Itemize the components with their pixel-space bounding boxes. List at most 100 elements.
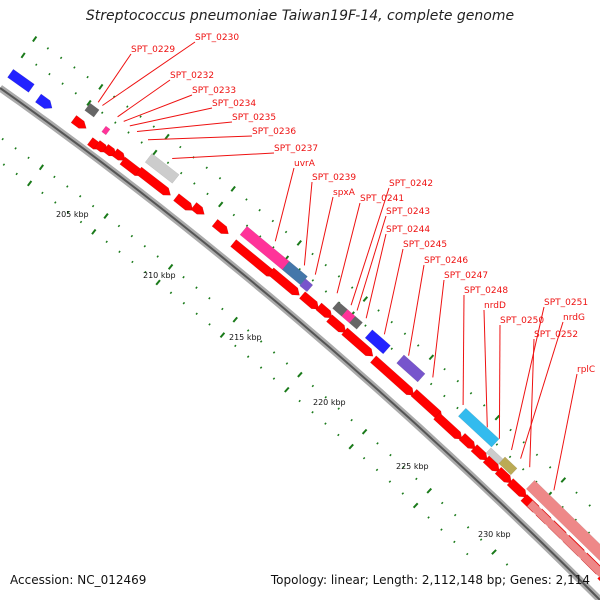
scale-tick <box>412 502 419 509</box>
scale-label: 225 kbp <box>396 462 429 471</box>
scale-tick <box>495 443 499 446</box>
gene-track <box>7 68 600 582</box>
scale-tick <box>440 528 443 531</box>
scale-tick <box>324 396 327 399</box>
label-leader-line <box>498 324 501 439</box>
scale-tick <box>73 66 76 69</box>
scale-label: 215 kbp <box>229 333 262 342</box>
scale-tick <box>453 513 457 517</box>
gene-red-0 <box>70 115 87 129</box>
scale-tick <box>208 323 211 326</box>
scale-tick <box>348 443 354 450</box>
gene-label-spt_0246: SPT_0246 <box>424 256 468 266</box>
scale-tick <box>403 332 407 335</box>
gene-red-6 <box>135 166 171 196</box>
scale-tick <box>466 526 470 529</box>
scale-tick <box>26 180 33 187</box>
scale-tick <box>311 252 314 256</box>
scale-tick <box>140 141 143 144</box>
gene-label-spt_0251: SPT_0251 <box>544 298 588 308</box>
scale-tick <box>155 279 161 286</box>
scale-tick <box>218 201 224 208</box>
scale-tick <box>91 204 95 208</box>
scale-tick <box>456 406 459 410</box>
scale-tick <box>246 329 250 332</box>
scale-tick <box>180 171 183 175</box>
scale-tick <box>350 418 353 422</box>
scale-tick <box>560 477 567 483</box>
scale-tick <box>466 552 469 556</box>
gene-label-spt_0241: SPT_0241 <box>360 194 404 204</box>
scale-tick <box>232 213 236 217</box>
scale-labels: 205 kbp 210 kbp 215 kbp 220 kbp 225 kbp 230 k… <box>56 210 511 539</box>
label-leader-line <box>336 202 361 294</box>
scale-tick <box>588 504 591 507</box>
scale-tick <box>38 164 45 171</box>
scale-tick <box>482 404 486 407</box>
label-leader-line <box>529 338 535 468</box>
scale-tick <box>509 428 512 432</box>
gene-label-spt_0229: SPT_0229 <box>131 45 175 55</box>
gene-red-23 <box>506 478 527 498</box>
scale-tick <box>508 455 512 459</box>
scale-tick <box>337 407 340 410</box>
scale-tick <box>402 465 405 469</box>
gene-label-spxa: spxA <box>333 188 356 198</box>
scale-tick <box>259 366 263 369</box>
scale-tick <box>429 382 433 386</box>
scale-tick <box>350 286 354 289</box>
scale-tick <box>208 297 211 300</box>
gene-red-15 <box>341 327 374 357</box>
scale-tick <box>193 182 196 185</box>
scale-tick <box>258 208 261 212</box>
scale-tick <box>179 145 182 149</box>
scale-tick <box>103 212 109 220</box>
scale-tick <box>272 377 276 380</box>
scale-tick <box>390 320 393 324</box>
scale-tick <box>182 275 185 279</box>
gene-violet <box>396 354 426 383</box>
scale-tick <box>505 563 509 566</box>
scale-tick <box>61 82 64 85</box>
scale-tick <box>443 394 446 398</box>
scale-tick <box>443 367 446 371</box>
gene-red-14 <box>326 314 347 333</box>
scale-tick <box>118 250 121 254</box>
scale-tick <box>86 75 89 79</box>
scale-tick <box>284 386 290 393</box>
gene-label-uvra: uvrA <box>294 159 316 169</box>
scale-tick <box>166 161 170 165</box>
scale-tick <box>54 201 57 204</box>
label-leader-line <box>102 41 196 106</box>
accession-text: Accession: NC_012469 <box>10 573 147 587</box>
scale-tick <box>205 166 208 169</box>
scale-tick <box>456 379 460 383</box>
scale-tick <box>311 411 314 414</box>
gene-label-rplc: rplC <box>577 365 595 375</box>
scale-tick <box>362 296 369 302</box>
gene-label-spt_0252: SPT_0252 <box>534 330 578 340</box>
scale-tick <box>79 220 83 224</box>
scale-tick <box>20 52 26 59</box>
gene-label-spt_0234: SPT_0234 <box>212 99 256 109</box>
scale-tick <box>440 501 444 505</box>
scale-tick <box>491 549 497 555</box>
gene-red-7 <box>173 193 194 211</box>
scale-tick <box>98 83 104 90</box>
label-leader-line <box>432 279 445 378</box>
gene-red-19 <box>458 432 476 450</box>
scale-tick <box>575 491 578 494</box>
label-leader-line <box>462 294 465 406</box>
scale-tick <box>271 219 275 223</box>
scale-tick <box>127 131 130 134</box>
scale-tick <box>245 224 249 227</box>
scale-tick <box>388 480 392 483</box>
gene-label-spt_0235: SPT_0235 <box>232 113 276 123</box>
scale-tick <box>143 245 146 248</box>
gene-label-spt_0242: SPT_0242 <box>389 179 433 189</box>
gene-label-spt_0245: SPT_0245 <box>403 240 447 250</box>
scale-tick <box>195 312 198 315</box>
gene-cyan <box>457 407 500 448</box>
gene-red-17 <box>410 388 443 419</box>
scale-tick <box>164 133 170 140</box>
